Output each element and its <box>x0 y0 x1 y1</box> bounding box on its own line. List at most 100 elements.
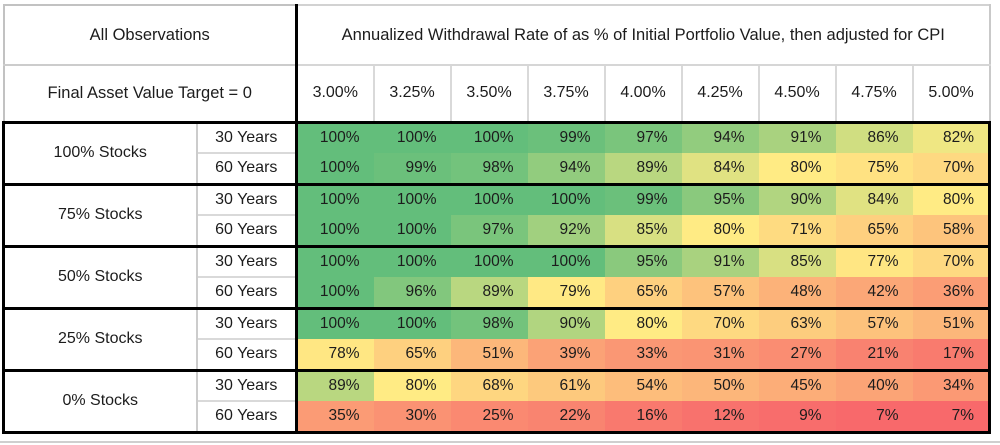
heatmap-cell: 100% <box>373 308 451 339</box>
heatmap-cell: 57% <box>681 277 759 310</box>
heatmap-cell: 35% <box>296 401 374 434</box>
heatmap-cell: 9% <box>758 401 836 434</box>
table-row: 75% Stocks 30 Years 100% 100% 100% 100% 99% 95%… <box>2 184 991 248</box>
heatmap-cell: 50% <box>681 370 759 401</box>
withdrawal-rate-column-header: 3.00% <box>295 65 375 124</box>
heatmap-table: All Observations Annualized Withdrawal R… <box>2 4 991 434</box>
heatmap-cell: 100% <box>373 122 451 153</box>
heatmap-cell: 68% <box>450 370 528 401</box>
heatmap-cell: 98% <box>450 153 528 186</box>
heatmap-cell: 25% <box>450 401 528 434</box>
heatmap-cell: 22% <box>527 401 605 434</box>
corner-label: All Observations <box>2 4 298 66</box>
withdrawal-rate-column-header: 3.75% <box>526 65 606 124</box>
heatmap-cell: 33% <box>604 339 682 372</box>
heatmap-cell: 80% <box>681 215 759 248</box>
heatmap-cell: 42% <box>835 277 913 310</box>
heatmap-cell: 75% <box>835 153 913 186</box>
heatmap-cell: 94% <box>681 122 759 153</box>
heatmap-cell: 30% <box>373 401 451 434</box>
table-row: 0% Stocks 30 Years 89% 80% 68% 61% 54% 50% 45% 40… <box>2 370 991 434</box>
heatmap-cell: 100% <box>450 246 528 277</box>
heatmap-cell: 85% <box>758 246 836 277</box>
heatmap-cell: 100% <box>527 184 605 215</box>
heatmap-cell: 100% <box>450 184 528 215</box>
heatmap-cell: 63% <box>758 308 836 339</box>
heatmap-cell: 48% <box>758 277 836 310</box>
heatmap-cell: 92% <box>527 215 605 248</box>
heatmap-cell: 80% <box>604 308 682 339</box>
heatmap-cell: 100% <box>296 277 374 310</box>
table-row: 60 Years 78% 65% 51% 39% 33% 31% 27% 21% 17% <box>4 339 991 372</box>
withdrawal-rate-column-header: 4.50% <box>757 65 837 124</box>
heatmap-cell: 34% <box>912 370 991 401</box>
heatmap-cell: 21% <box>835 339 913 372</box>
heatmap-cell: 57% <box>835 308 913 339</box>
heatmap-cell: 51% <box>912 308 991 339</box>
heatmap-cell: 91% <box>681 246 759 277</box>
heatmap-cell: 100% <box>527 246 605 277</box>
horizon-label: 30 Years <box>196 370 298 402</box>
heatmap-cell: 80% <box>373 370 451 401</box>
heatmap-cell: 100% <box>373 246 451 277</box>
heatmap-cell: 80% <box>758 153 836 186</box>
table-row: 100% Stocks 30 Years 100% 100% 100% 99% 97% 94%… <box>2 122 991 186</box>
heatmap-cell: 31% <box>681 339 759 372</box>
header-row-title: All Observations Annualized Withdrawal R… <box>2 4 991 66</box>
table-row: 60 Years 100% 96% 89% 79% 65% 57% 48% 42% 36% <box>4 277 991 310</box>
heatmap-cell: 99% <box>604 184 682 215</box>
stock-allocation-label: 25% Stocks <box>2 308 198 372</box>
heatmap-cell: 95% <box>681 184 759 215</box>
heatmap-cell: 40% <box>835 370 913 401</box>
horizon-label: 60 Years <box>196 401 298 434</box>
heatmap-cell: 39% <box>527 339 605 372</box>
heatmap-cell: 86% <box>835 122 913 153</box>
withdrawal-rate-column-header: 4.75% <box>834 65 914 124</box>
heatmap-cell: 100% <box>296 122 374 153</box>
horizon-label: 30 Years <box>196 246 298 278</box>
heatmap-cell: 51% <box>450 339 528 372</box>
horizon-label: 30 Years <box>196 308 298 340</box>
heatmap-cell: 89% <box>604 153 682 186</box>
heatmap-cell: 100% <box>296 215 374 248</box>
heatmap-cell: 65% <box>604 277 682 310</box>
withdrawal-rate-column-header: 3.25% <box>372 65 452 124</box>
heatmap-cell: 80% <box>912 184 991 215</box>
heatmap-cell: 96% <box>373 277 451 310</box>
heatmap-cell: 54% <box>604 370 682 401</box>
heatmap-cell: 89% <box>450 277 528 310</box>
table-row: 60 Years 100% 100% 97% 92% 85% 80% 71% 65% 58% <box>4 215 991 248</box>
horizon-label: 60 Years <box>196 153 298 186</box>
heatmap-cell: 100% <box>373 215 451 248</box>
stock-allocation-label: 75% Stocks <box>2 184 198 248</box>
heatmap-cell: 70% <box>912 246 991 277</box>
heatmap-cell: 94% <box>527 153 605 186</box>
table-row: 60 Years 35% 30% 25% 22% 16% 12% 9% 7% 7% <box>4 401 991 434</box>
horizon-label: 60 Years <box>196 339 298 372</box>
header-row-columns: Final Asset Value Target = 0 3.00% 3.25% 3… <box>2 65 991 124</box>
heatmap-cell: 97% <box>450 215 528 248</box>
heatmap-cell: 100% <box>296 184 374 215</box>
heatmap-cell: 100% <box>296 153 374 186</box>
heatmap-cell: 100% <box>296 246 374 277</box>
heatmap-cell: 7% <box>835 401 913 434</box>
withdrawal-rate-column-header: 4.25% <box>680 65 760 124</box>
heatmap-cell: 100% <box>296 308 374 339</box>
heatmap-cell: 70% <box>912 153 991 186</box>
heatmap-cell: 100% <box>450 122 528 153</box>
heatmap-cell: 61% <box>527 370 605 401</box>
heatmap-body: 100% Stocks 30 Years 100% 100% 100% 99% 97% 94%… <box>2 122 991 434</box>
heatmap-cell: 78% <box>296 339 374 372</box>
heatmap-cell: 98% <box>450 308 528 339</box>
subheader-label: Final Asset Value Target = 0 <box>2 65 298 124</box>
heatmap-cell: 84% <box>681 153 759 186</box>
heatmap-cell: 65% <box>835 215 913 248</box>
heatmap-cell: 45% <box>758 370 836 401</box>
heatmap-cell: 36% <box>912 277 991 310</box>
withdrawal-rate-success-table: All Observations Annualized Withdrawal R… <box>2 4 991 434</box>
heatmap-cell: 77% <box>835 246 913 277</box>
withdrawal-rate-column-header: 5.00% <box>911 65 991 124</box>
heatmap-cell: 90% <box>527 308 605 339</box>
heatmap-cell: 71% <box>758 215 836 248</box>
stock-allocation-label: 100% Stocks <box>2 122 198 186</box>
